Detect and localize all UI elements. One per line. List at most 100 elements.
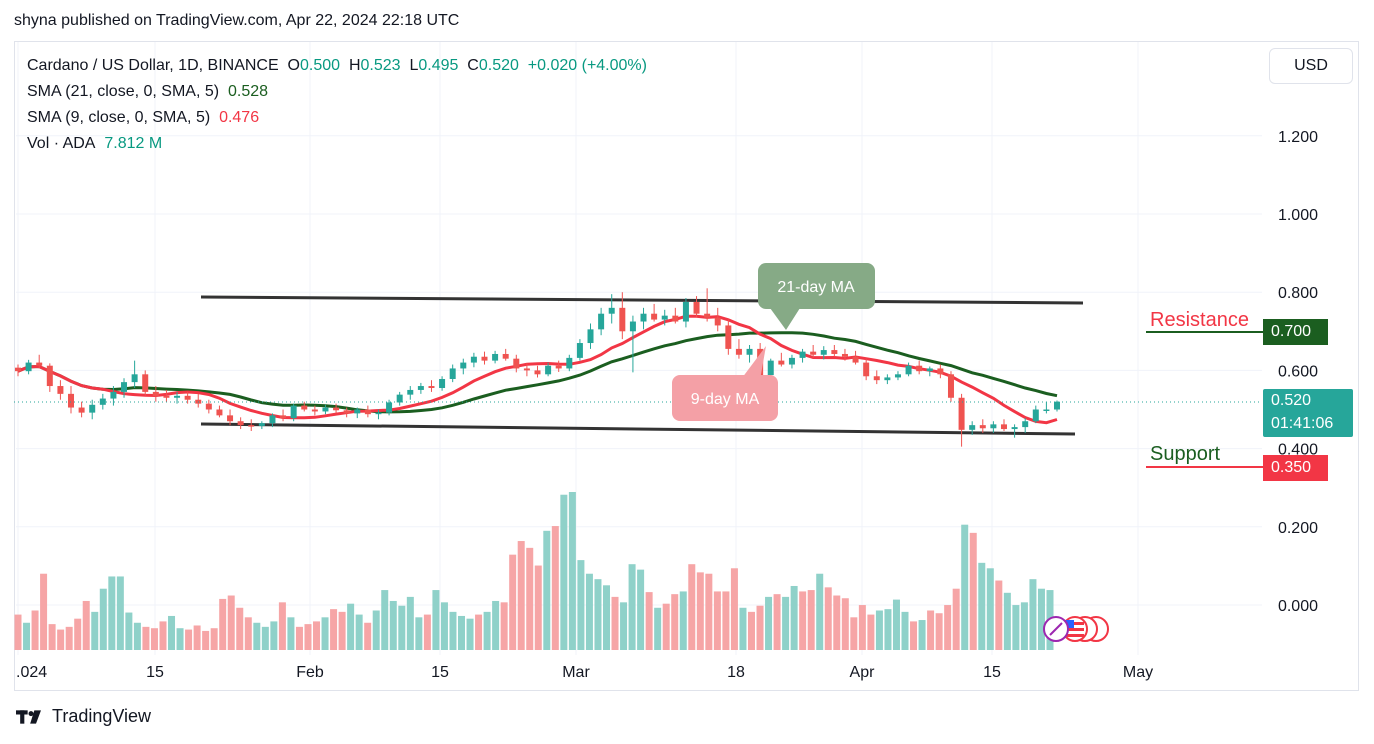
volume-bar bbox=[295, 626, 303, 650]
candlesticks bbox=[15, 288, 1060, 447]
volume-bar bbox=[176, 628, 184, 650]
volume-bar bbox=[773, 594, 781, 650]
volume-bar bbox=[995, 580, 1003, 650]
candle-body bbox=[799, 351, 806, 358]
volume-bar bbox=[807, 590, 815, 650]
candle-body bbox=[566, 357, 573, 369]
candle-body bbox=[629, 321, 636, 332]
channel-lower-line bbox=[200, 422, 1076, 436]
sma9-line bbox=[17, 314, 1058, 425]
candle-body bbox=[735, 348, 742, 355]
candle-body bbox=[280, 415, 287, 419]
event-icons[interactable] bbox=[1043, 616, 1109, 642]
volume-bar bbox=[40, 573, 48, 650]
volume-bar bbox=[611, 596, 619, 650]
resistance-marker: Resistance bbox=[1146, 309, 1263, 333]
x-tick-label: May bbox=[1123, 664, 1153, 681]
volume-bar bbox=[330, 609, 338, 650]
volume-bar bbox=[696, 572, 704, 650]
volume-bar bbox=[662, 603, 670, 650]
candle-body bbox=[640, 313, 647, 322]
volume-bar bbox=[483, 611, 491, 650]
y-axis[interactable]: 1.200 1.000 0.800 0.600 0.400 0.200 0.000 bbox=[1278, 129, 1318, 615]
volume-bar bbox=[935, 613, 943, 650]
candle-body bbox=[57, 386, 64, 394]
candle-body bbox=[396, 394, 403, 403]
volume-bars bbox=[14, 492, 1054, 650]
volume-bar bbox=[884, 609, 892, 650]
volume-bar bbox=[57, 629, 65, 650]
volume-bar bbox=[287, 617, 295, 650]
legend-high-value: 0.523 bbox=[360, 57, 401, 74]
candle-body bbox=[820, 350, 827, 355]
candle-body bbox=[364, 409, 371, 415]
legend-sma9-value: 0.476 bbox=[219, 109, 260, 126]
candle-body bbox=[598, 313, 605, 330]
volume-bar bbox=[747, 611, 755, 650]
volume-bar bbox=[227, 595, 235, 650]
candle-body bbox=[460, 362, 467, 369]
currency-button[interactable]: USD bbox=[1269, 48, 1353, 84]
candle-body bbox=[1022, 421, 1029, 428]
x-tick-label: Apr bbox=[850, 664, 876, 681]
candle-body bbox=[174, 395, 181, 398]
volume-bar bbox=[193, 625, 201, 650]
volume-bar bbox=[952, 588, 960, 650]
legend-sma21-label: SMA (21, close, 0, SMA, 5) bbox=[27, 83, 220, 100]
resistance-label: Resistance bbox=[1150, 309, 1249, 331]
volume-bar bbox=[355, 614, 363, 650]
volume-bar bbox=[321, 617, 329, 650]
volume-bar bbox=[48, 624, 56, 650]
volume-bar bbox=[253, 622, 261, 650]
volume-bar bbox=[210, 628, 218, 650]
candle-body bbox=[810, 351, 817, 355]
candle-body bbox=[788, 357, 795, 365]
x-axis[interactable]: .024 15 Feb 15 Mar 18 Apr 15 May bbox=[16, 664, 1153, 681]
candle-body bbox=[407, 389, 414, 395]
candle-body bbox=[651, 313, 658, 320]
footer-brand[interactable]: TradingView bbox=[16, 706, 151, 727]
candle-body bbox=[523, 368, 530, 371]
volume-bar bbox=[1020, 602, 1028, 650]
volume-bar bbox=[713, 591, 721, 650]
candle-body bbox=[25, 362, 32, 372]
candle-body bbox=[248, 425, 255, 427]
candle-body bbox=[152, 391, 159, 396]
candle-body bbox=[375, 412, 382, 415]
candle-body bbox=[619, 307, 626, 332]
legend-sma9-row[interactable]: SMA (9, close, 0, SMA, 5) 0.476 bbox=[27, 105, 647, 131]
volume-bar bbox=[423, 614, 431, 650]
volume-bar bbox=[82, 600, 90, 650]
volume-bar bbox=[918, 620, 926, 650]
volume-bar bbox=[790, 585, 798, 650]
candle-body bbox=[725, 325, 732, 349]
volume-bar bbox=[705, 573, 713, 650]
candle-body bbox=[110, 391, 117, 399]
volume-bar bbox=[526, 547, 534, 650]
volume-bar bbox=[543, 530, 551, 650]
legend-volume-row[interactable]: Vol · ADA 7.812 M bbox=[27, 131, 647, 157]
candle-body bbox=[746, 348, 753, 355]
candle-body bbox=[937, 368, 944, 375]
legend-change: +0.020 (+4.00%) bbox=[527, 57, 647, 74]
support-marker: Support bbox=[1146, 443, 1263, 468]
legend-sma21-row[interactable]: SMA (21, close, 0, SMA, 5) 0.528 bbox=[27, 79, 647, 105]
volume-bar bbox=[125, 612, 133, 650]
volume-bar bbox=[364, 622, 372, 650]
volume-bar bbox=[372, 610, 380, 650]
candle-body bbox=[227, 415, 234, 422]
candle-body bbox=[481, 356, 488, 361]
candle-body bbox=[958, 397, 965, 430]
candle-body bbox=[873, 376, 880, 381]
candle-body bbox=[682, 301, 689, 322]
candle-body bbox=[1054, 401, 1060, 410]
candle-body bbox=[513, 358, 520, 369]
volume-bar bbox=[816, 573, 824, 650]
volume-bar bbox=[628, 564, 636, 650]
volume-bar bbox=[475, 614, 483, 650]
volume-bar bbox=[449, 611, 457, 650]
candle-body bbox=[979, 425, 986, 429]
candle-body bbox=[333, 407, 340, 411]
volume-bar bbox=[270, 621, 278, 650]
